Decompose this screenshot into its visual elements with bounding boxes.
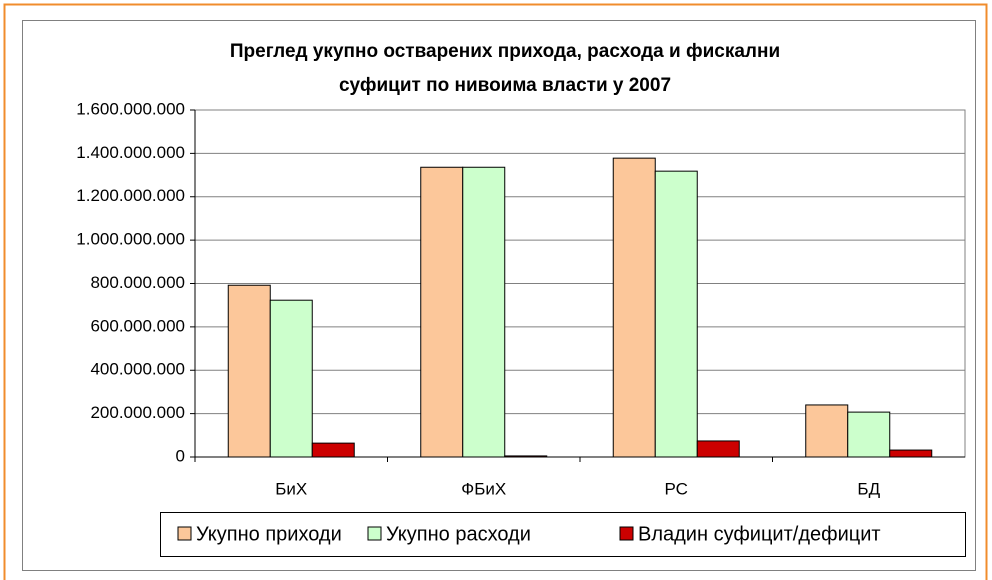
legend-label: Укупно расходи bbox=[386, 523, 531, 545]
y-tick-label: 1.000.000.000 bbox=[76, 230, 185, 249]
legend-label: Владин суфицит/дефицит bbox=[638, 523, 881, 545]
frame bbox=[3, 3, 988, 580]
bar bbox=[311, 442, 355, 458]
legend-swatch bbox=[619, 526, 634, 541]
x-tick-label: БиХ bbox=[275, 479, 307, 498]
bar bbox=[889, 449, 933, 458]
legend-label: Укупно приходи bbox=[196, 523, 342, 545]
bar bbox=[696, 440, 740, 458]
bar bbox=[227, 284, 271, 458]
chart-title: Преглед укупно остварених прихода, расхо… bbox=[230, 41, 780, 62]
legend-swatch bbox=[367, 526, 382, 541]
legend-swatch bbox=[177, 526, 192, 541]
bar bbox=[654, 170, 698, 458]
y-tick-label: 800.000.000 bbox=[90, 273, 185, 292]
y-tick-label: 0 bbox=[176, 446, 185, 465]
bar bbox=[462, 166, 506, 458]
chart-title: суфицит по нивоима власти у 2007 bbox=[339, 75, 671, 96]
y-tick-label: 600.000.000 bbox=[90, 316, 185, 335]
y-tick-label: 400.000.000 bbox=[90, 360, 185, 379]
bar bbox=[805, 404, 849, 458]
x-tick-label: БД bbox=[857, 479, 880, 498]
bar bbox=[420, 166, 464, 458]
bar bbox=[612, 157, 656, 458]
y-tick-label: 1.600.000.000 bbox=[76, 99, 185, 118]
x-tick-label: ФБиХ bbox=[461, 479, 506, 498]
x-tick-label: РС bbox=[665, 479, 688, 498]
y-tick-label: 1.400.000.000 bbox=[76, 143, 185, 162]
y-tick-label: 1.200.000.000 bbox=[76, 186, 185, 205]
bar bbox=[269, 299, 313, 458]
bar bbox=[847, 411, 891, 458]
legend-box bbox=[160, 512, 966, 557]
y-tick-label: 200.000.000 bbox=[90, 403, 185, 422]
